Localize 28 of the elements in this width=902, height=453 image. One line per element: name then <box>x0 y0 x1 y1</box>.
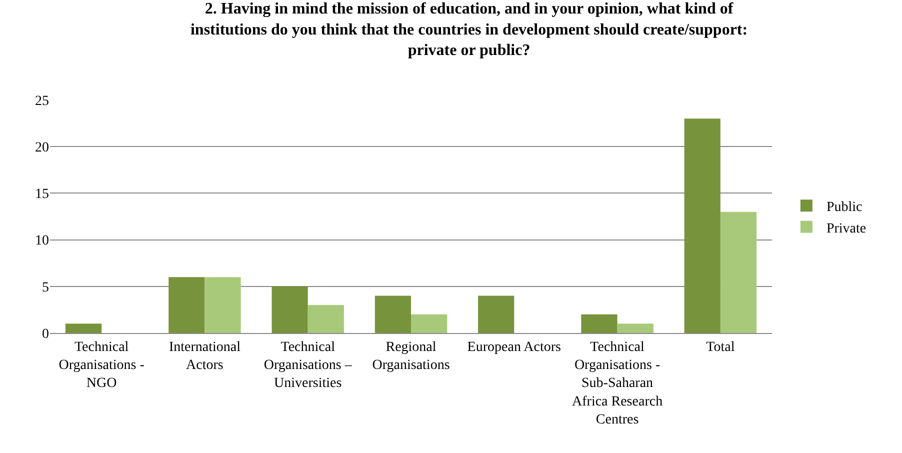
y-tick-label: 15 <box>35 187 49 202</box>
bar <box>272 286 308 333</box>
bar <box>581 314 618 333</box>
x-tick-label: Technical Organisations - NGO <box>58 340 145 392</box>
bar <box>478 296 514 333</box>
bar <box>411 314 448 333</box>
bar <box>617 324 654 333</box>
x-tick-label: Regional Organisations <box>372 340 450 373</box>
legend-label: Private <box>826 221 866 236</box>
legend-label: Public <box>826 200 862 216</box>
bar <box>374 296 411 333</box>
bar <box>65 324 102 333</box>
y-tick-label: 10 <box>35 234 49 249</box>
y-tick-label: 25 <box>35 94 49 109</box>
x-tick-label: Technical Organisations – Universities <box>264 340 353 392</box>
bar <box>204 277 241 333</box>
y-tick-label: 20 <box>35 140 49 156</box>
x-tick-label: International Actors <box>168 340 241 373</box>
bar <box>684 118 720 333</box>
x-tick-label: European Actors <box>467 340 561 355</box>
y-tick-label: 5 <box>42 280 49 296</box>
bar <box>720 212 757 333</box>
y-tick-label: 0 <box>42 326 49 342</box>
chart-title: 2. Having in mind the mission of education, and in your opinion, what kind of institutions do you think that the countries in development should create/support: private or public? <box>190 0 748 60</box>
x-tick-label: Technical Organisations - Sub-Saharan Africa Research Centres <box>572 340 663 428</box>
x-tick-label: Total <box>706 340 735 355</box>
bar <box>308 305 344 333</box>
bar <box>168 277 205 333</box>
